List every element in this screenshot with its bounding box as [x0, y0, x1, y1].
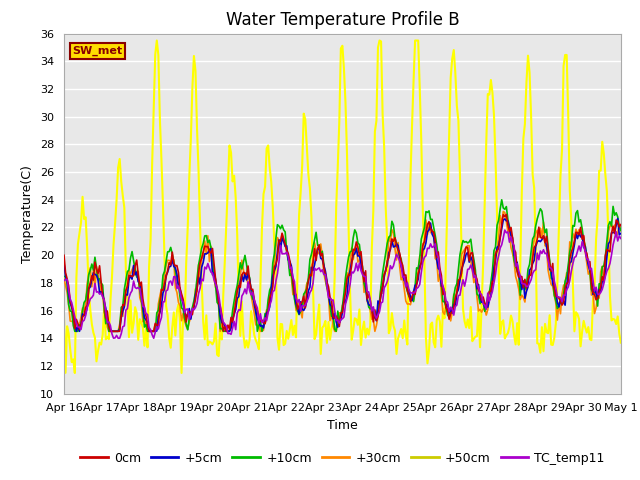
- 0cm: [552, 294, 559, 300]
- +5cm: [410, 288, 417, 294]
- TC_temp11: [115, 336, 122, 341]
- 0cm: [60, 252, 68, 258]
- +30cm: [397, 277, 405, 283]
- TC_temp11: [501, 227, 509, 233]
- +5cm: [397, 264, 405, 269]
- Line: +30cm: +30cm: [64, 212, 621, 331]
- TC_temp11: [76, 324, 83, 330]
- +5cm: [72, 328, 80, 334]
- +50cm: [60, 313, 68, 319]
- +50cm: [552, 321, 559, 326]
- TC_temp11: [552, 285, 559, 290]
- +30cm: [617, 228, 625, 233]
- +30cm: [552, 300, 559, 306]
- Line: 0cm: 0cm: [64, 215, 621, 331]
- +10cm: [617, 228, 625, 233]
- +50cm: [617, 340, 625, 346]
- TC_temp11: [397, 263, 405, 268]
- +30cm: [77, 314, 85, 320]
- Line: +10cm: +10cm: [64, 200, 621, 331]
- +5cm: [614, 216, 621, 221]
- +30cm: [165, 258, 173, 264]
- Line: +50cm: +50cm: [64, 40, 621, 373]
- +10cm: [397, 256, 405, 262]
- Y-axis label: Temperature(C): Temperature(C): [22, 165, 35, 263]
- +5cm: [77, 322, 85, 328]
- Legend: 0cm, +5cm, +10cm, +30cm, +50cm, TC_temp11: 0cm, +5cm, +10cm, +30cm, +50cm, TC_temp1…: [75, 447, 610, 469]
- +10cm: [60, 274, 68, 279]
- Title: Water Temperature Profile B: Water Temperature Profile B: [225, 11, 460, 29]
- +10cm: [71, 328, 79, 334]
- +10cm: [410, 299, 417, 304]
- +50cm: [71, 370, 79, 376]
- TC_temp11: [165, 279, 173, 285]
- 0cm: [617, 222, 625, 228]
- TC_temp11: [379, 299, 387, 305]
- +10cm: [77, 324, 85, 330]
- +5cm: [165, 264, 173, 270]
- +5cm: [379, 285, 387, 290]
- 0cm: [397, 258, 405, 264]
- TC_temp11: [410, 290, 417, 296]
- +30cm: [410, 298, 417, 303]
- +50cm: [399, 336, 406, 341]
- Line: +5cm: +5cm: [64, 218, 621, 331]
- TC_temp11: [60, 278, 68, 284]
- +5cm: [60, 260, 68, 266]
- X-axis label: Time: Time: [327, 419, 358, 432]
- 0cm: [165, 260, 173, 265]
- +30cm: [60, 276, 68, 282]
- +10cm: [552, 298, 559, 303]
- +50cm: [153, 37, 161, 43]
- Line: TC_temp11: TC_temp11: [64, 230, 621, 338]
- +50cm: [412, 37, 419, 43]
- +10cm: [498, 197, 506, 203]
- +5cm: [617, 230, 625, 236]
- +30cm: [72, 328, 80, 334]
- +50cm: [380, 144, 388, 150]
- +50cm: [77, 220, 85, 226]
- +10cm: [165, 249, 173, 254]
- +5cm: [550, 285, 558, 290]
- TC_temp11: [617, 236, 625, 241]
- 0cm: [106, 328, 115, 334]
- 0cm: [379, 284, 387, 289]
- 0cm: [502, 212, 510, 217]
- 0cm: [76, 326, 83, 332]
- Text: SW_met: SW_met: [72, 46, 122, 57]
- +30cm: [499, 209, 507, 215]
- +10cm: [379, 270, 387, 276]
- +50cm: [167, 345, 175, 351]
- 0cm: [410, 288, 417, 294]
- +30cm: [379, 290, 387, 296]
